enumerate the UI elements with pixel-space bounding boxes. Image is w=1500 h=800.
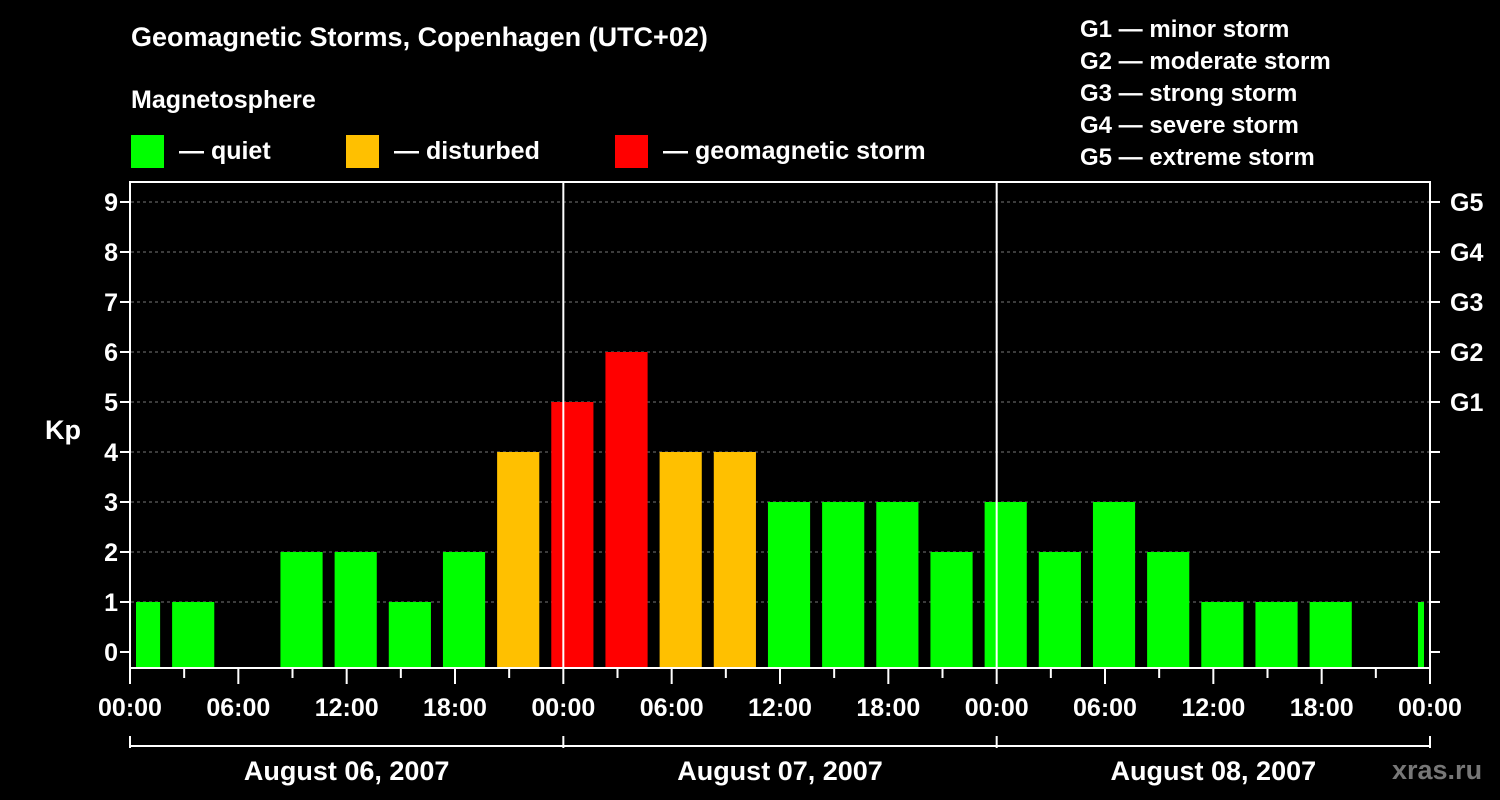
date-label: August 08, 2007 [1111,756,1317,786]
y-tick-label: 1 [104,589,118,617]
y-tick-label: 8 [104,239,118,267]
y-tick-label: 2 [104,539,118,567]
kp-bar [984,502,1027,668]
kp-bar [930,552,973,668]
chart-title: Geomagnetic Storms, Copenhagen (UTC+02) [131,22,708,52]
x-tick-label: 06:00 [1073,694,1137,722]
x-tick-label: 18:00 [1290,694,1354,722]
x-tick-label: 00:00 [965,694,1029,722]
x-tick-label: 00:00 [531,694,595,722]
x-tick-label: 18:00 [423,694,487,722]
kp-bar [1201,602,1244,668]
kp-bar [442,552,486,668]
kp-bar [822,502,865,668]
g-level-label: G3 [1450,289,1483,317]
kp-bar [334,552,377,668]
kp-bar [1038,552,1081,668]
x-tick-label: 12:00 [748,694,812,722]
kp-bar [388,602,431,668]
y-tick-label: 0 [104,639,118,667]
kp-bar [876,502,919,668]
kp-bar [713,452,756,668]
x-tick-label: 12:00 [315,694,379,722]
storm-level-g4: G4 — severe storm [1080,112,1299,139]
date-label: August 07, 2007 [677,756,883,786]
kp-bar [605,352,648,668]
g-level-label: G5 [1450,189,1483,217]
legend-label-storm: — geomagnetic storm [663,136,926,165]
kp-bar [1417,602,1424,668]
legend-label-quiet: — quiet [179,136,271,165]
kp-bar [280,552,323,668]
kp-bar [1092,502,1136,668]
x-tick-label: 00:00 [1398,694,1462,722]
kp-bar [497,452,540,668]
y-tick-label: 9 [104,189,118,217]
date-label: August 06, 2007 [244,756,450,786]
legend-disturbed: — disturbed [346,134,540,168]
legend-quiet: — quiet [131,134,271,168]
kp-bar [551,402,594,668]
g-level-label: G4 [1450,239,1483,267]
x-tick-label: 06:00 [206,694,270,722]
kp-bar [172,602,215,668]
y-tick-label: 7 [104,289,118,317]
y-tick-label: 5 [104,389,118,417]
x-tick-label: 00:00 [98,694,162,722]
x-tick-label: 18:00 [856,694,920,722]
y-tick-label: 3 [104,489,118,517]
magnetosphere-label: Magnetosphere [131,86,316,114]
storm-level-g3: G3 — strong storm [1080,80,1298,107]
g-level-label: G2 [1450,339,1483,367]
kp-bar [767,502,811,668]
x-tick-label: 12:00 [1181,694,1245,722]
storm-level-g1: G1 — minor storm [1080,16,1290,43]
kp-bar [136,602,161,668]
x-tick-label: 06:00 [640,694,704,722]
g-level-label: G1 [1450,389,1483,417]
legend-swatch-storm [615,134,648,168]
y-tick-label: 4 [104,439,118,467]
kp-bar [1309,602,1352,668]
legend-label-disturbed: — disturbed [394,136,540,165]
storm-level-g2: G2 — moderate storm [1080,48,1331,75]
kp-bar [1255,602,1298,668]
y-tick-label: 6 [104,339,118,367]
kp-bar [1147,552,1190,668]
kp-bar [659,452,702,668]
storm-level-legend: G1 — minor storm G2 — moderate storm G3 … [1080,14,1331,174]
legend-swatch-quiet [131,134,164,168]
legend-swatch-disturbed [346,134,379,168]
legend-storm: — geomagnetic storm [615,134,926,168]
storm-level-g5: G5 — extreme storm [1080,144,1315,171]
watermark: xras.ru [1392,755,1483,785]
y-axis-label: Kp [45,415,81,445]
